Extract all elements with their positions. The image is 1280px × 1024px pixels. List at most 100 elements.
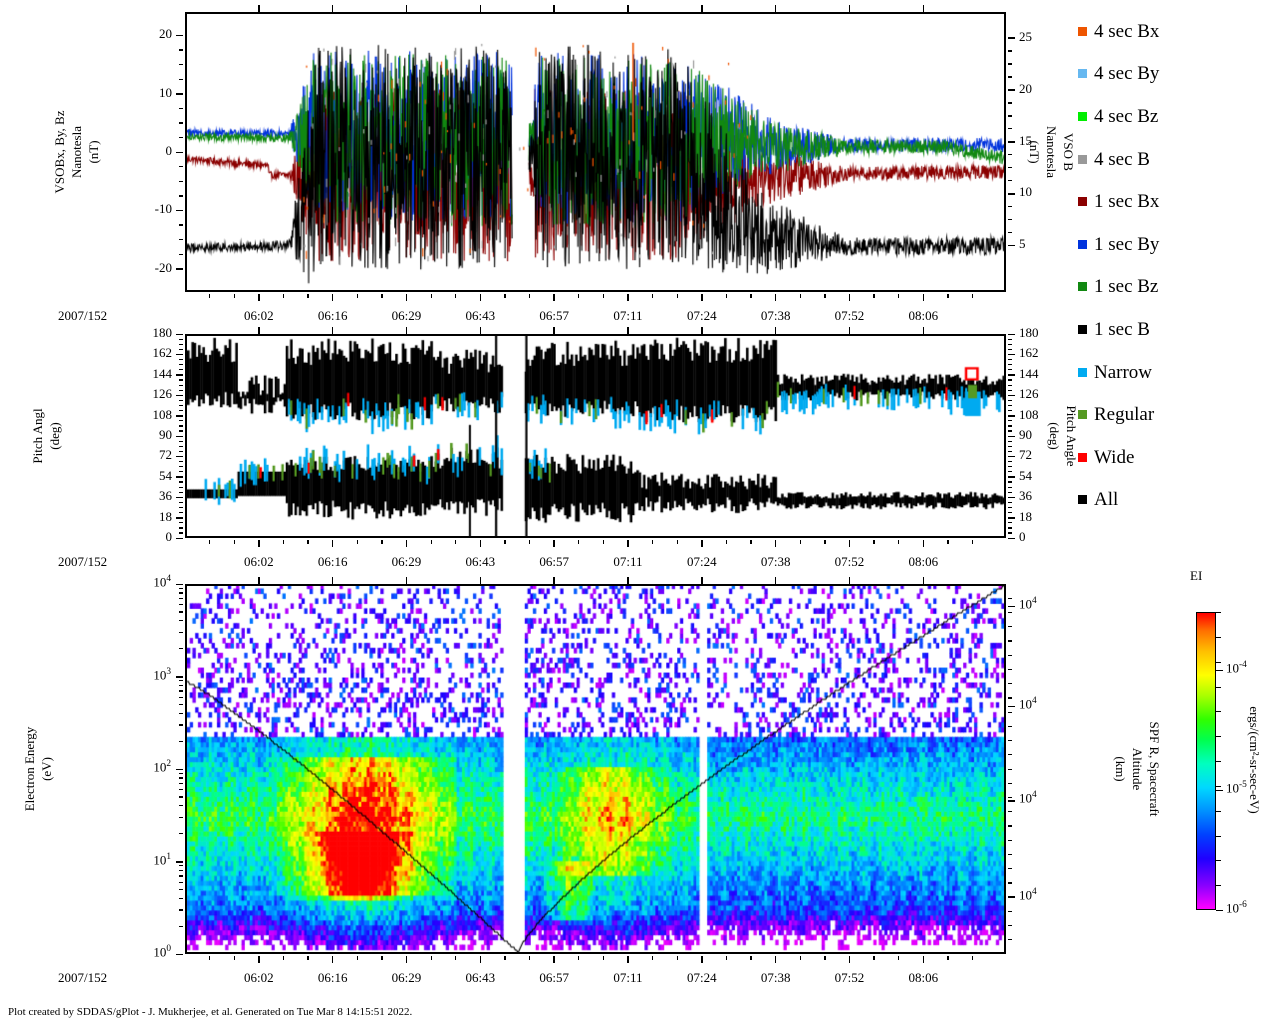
pitch-right-minor-tick xyxy=(1008,399,1012,402)
spec-x-label: 06:16 xyxy=(317,970,348,985)
legend-label: 1 sec By xyxy=(1094,233,1160,255)
legend-item[interactable]: 1 sec By xyxy=(1078,223,1278,266)
pitch-x-top-tick xyxy=(553,327,555,334)
mag-x-tick xyxy=(627,294,629,301)
spec-left-minor-tick xyxy=(179,772,183,774)
mag-x-minor-tick xyxy=(971,294,974,298)
legend-item[interactable]: All xyxy=(1078,479,1278,522)
mag-right-axis-title: Nanotesla xyxy=(1044,126,1059,178)
legend-item[interactable]: Narrow xyxy=(1078,351,1278,394)
spec-right-minor-tick xyxy=(1008,640,1012,642)
spec-right-minor-tick xyxy=(1008,725,1012,727)
pitch-right-label: 72 xyxy=(1019,447,1032,463)
mag-x-tick xyxy=(848,294,851,301)
colorbar-title: EI xyxy=(1190,568,1203,583)
spec-x-minor-tick xyxy=(824,956,826,960)
spec-left-minor-tick xyxy=(179,611,183,613)
spec-right-tick xyxy=(1008,799,1015,802)
pitch-right-tick xyxy=(1008,455,1015,458)
legend-item[interactable]: Regular xyxy=(1078,393,1278,436)
mag-right-minor-tick xyxy=(1008,50,1012,52)
legend-item[interactable]: 1 sec Bx xyxy=(1078,180,1278,223)
spec-right-axis-title: Altitude xyxy=(1130,747,1145,791)
spec-left-minor-tick xyxy=(179,696,183,698)
spec-left-minor-tick xyxy=(179,869,183,872)
colorbar-minor-tick xyxy=(1216,885,1221,887)
pitch-left-minor-tick xyxy=(179,430,183,432)
pitch-x-tick xyxy=(479,540,482,547)
mag-left-tick xyxy=(176,151,183,154)
legend-item[interactable]: 1 sec B xyxy=(1078,308,1278,351)
spec-left-minor-tick xyxy=(179,805,183,807)
mag-right-minor-tick xyxy=(1008,205,1012,208)
spec-x-top-tick xyxy=(405,577,408,584)
pitch-x-minor-tick xyxy=(602,540,605,544)
mag-x-top-tick xyxy=(405,5,408,12)
mag-x-minor-tick xyxy=(725,294,728,298)
legend-item[interactable]: 4 sec Bx xyxy=(1078,10,1278,53)
legend-item[interactable]: 4 sec By xyxy=(1078,53,1278,96)
mag-right-tick xyxy=(1008,141,1015,143)
pitch-right-minor-tick xyxy=(1008,445,1012,447)
pitch-right-minor-tick xyxy=(1008,384,1012,386)
pitch-right-minor-tick xyxy=(1008,430,1012,432)
pitch-right-minor-tick xyxy=(1008,532,1012,534)
colorbar-minor-tick xyxy=(1216,785,1221,787)
pitch-left-minor-tick xyxy=(179,440,183,442)
spec-left-minor-tick xyxy=(179,865,183,867)
legend-item[interactable]: 4 sec B xyxy=(1078,138,1278,181)
pitch-right-minor-tick xyxy=(1008,338,1012,340)
legend-item[interactable]: 1 sec Bz xyxy=(1078,266,1278,309)
mag-right-minor-tick xyxy=(1008,180,1012,182)
spec-x-minor-tick xyxy=(430,956,432,960)
mag-right-minor-tick xyxy=(1008,102,1012,104)
colorbar-tick xyxy=(1216,669,1223,671)
mag-x-top-tick xyxy=(922,5,925,12)
spec-right-minor-tick xyxy=(1008,811,1012,813)
pitch-right-axis-title: Pitch Angle xyxy=(1064,405,1079,467)
spec-left-minor-tick xyxy=(179,925,183,927)
spec-x-label: 07:38 xyxy=(760,970,791,985)
pitch-left-axis-title: Pitch Angl xyxy=(30,408,45,464)
pitch-x-tick xyxy=(701,540,703,547)
legend-swatch-icon xyxy=(1078,452,1087,462)
mag-x-minor-tick xyxy=(676,294,678,298)
pitch-x-minor-tick xyxy=(651,540,654,544)
pitch-x-label: 08:06 xyxy=(908,554,939,569)
spec-x-minor-tick xyxy=(504,956,506,960)
spec-x-minor-tick xyxy=(873,956,875,960)
pitch-left-minor-tick xyxy=(179,527,183,529)
mag-x-tick xyxy=(479,294,482,301)
pitch-left-label: 36 xyxy=(159,488,172,504)
mag-left-tick xyxy=(176,268,183,270)
pitch-right-minor-tick xyxy=(1008,501,1012,504)
colorbar-minor-tick xyxy=(1216,810,1221,812)
pitch-x-label: 06:02 xyxy=(244,554,274,569)
mag-x-minor-tick xyxy=(602,294,605,298)
pitch-right-minor-tick xyxy=(1008,527,1012,529)
legend-item[interactable]: Wide xyxy=(1078,436,1278,479)
mag-x-top-tick xyxy=(331,5,334,12)
pitch-x-top-tick xyxy=(331,327,334,334)
pitch-right-minor-tick xyxy=(1008,481,1012,483)
pitch-right-minor-tick xyxy=(1008,506,1012,509)
mag-right-tick xyxy=(1008,244,1015,247)
mag-left-label: -20 xyxy=(154,259,172,275)
pitch-x-minor-tick xyxy=(750,540,752,544)
mag-left-label: 0 xyxy=(165,143,173,158)
pitch-x-minor-tick xyxy=(233,540,235,544)
spec-x-minor-tick xyxy=(602,956,605,960)
pitch-left-tick xyxy=(176,496,183,499)
mag-right-label: 10 xyxy=(1019,184,1032,200)
spec-left-minor-tick xyxy=(179,592,183,594)
electron-energy-spectrogram xyxy=(187,586,1004,952)
legend-swatch-icon xyxy=(1078,239,1087,249)
spec-right-minor-tick xyxy=(1008,925,1012,927)
legend-item[interactable]: 4 sec Bz xyxy=(1078,95,1278,138)
mag-x-label: 07:38 xyxy=(760,308,791,323)
mag-x-label: 06:57 xyxy=(539,308,569,323)
pitch-x-minor-tick xyxy=(455,540,457,544)
pitch-right-tick xyxy=(1008,394,1015,397)
spec-right-minor-tick xyxy=(1008,939,1012,941)
colorbar-minor-tick xyxy=(1216,686,1221,688)
